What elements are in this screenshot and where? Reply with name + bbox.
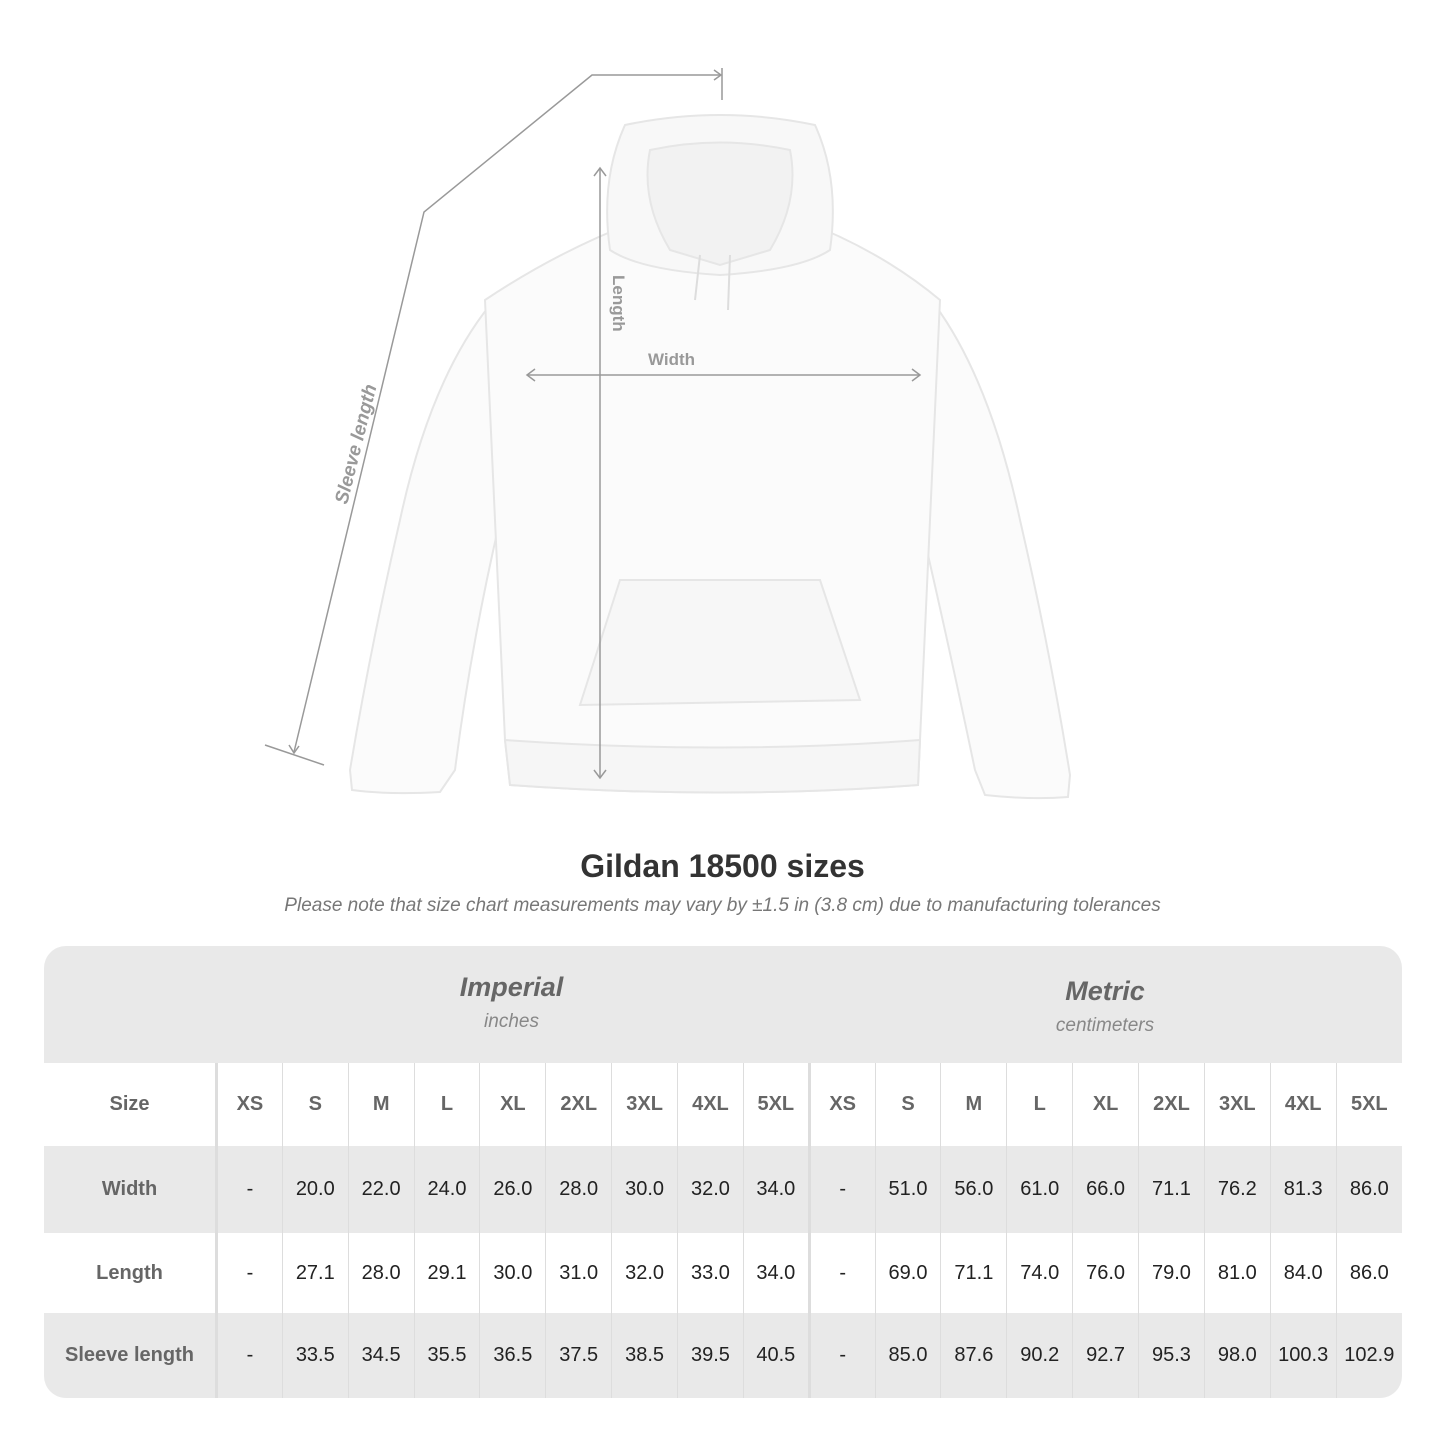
imperial-size-header: 5XL <box>742 1063 810 1146</box>
metric-value-cell: 74.0 <box>1006 1233 1073 1313</box>
imperial-value-cell: 20.0 <box>281 1146 349 1233</box>
metric-size-header: S <box>874 1063 941 1146</box>
metric-value-cell: 71.1 <box>1138 1146 1205 1233</box>
metric-value-cell: 71.1 <box>940 1233 1007 1313</box>
imperial-value-cell: 29.1 <box>413 1233 480 1313</box>
metric-value-cell: - <box>807 1233 876 1313</box>
imperial-size-header: M <box>347 1063 415 1146</box>
imperial-value-cell: 33.5 <box>281 1313 349 1398</box>
tolerance-note: Please note that size chart measurements… <box>284 895 1161 916</box>
size-header-label: Size <box>44 1063 217 1146</box>
page-title: Gildan 18500 sizes <box>580 848 865 884</box>
imperial-value-cell: 36.5 <box>479 1313 546 1398</box>
table-row: Length -27.1 28.0 29.1 30.0 31.0 32.0 33.0 34.0-… <box>44 1233 1402 1313</box>
metric-value-cell: 79.0 <box>1138 1233 1205 1313</box>
metric-value-cell: 84.0 <box>1269 1233 1337 1313</box>
size-grid: Size XS S M L XL 2XL 3XL 4XL 5XL XS S M L XL 2XL 3XL 4XL 5… <box>44 1063 1402 1398</box>
imperial-value-cell: 32.0 <box>677 1146 744 1233</box>
row-label: Width <box>44 1146 217 1233</box>
metric-value-cell: 98.0 <box>1203 1313 1271 1398</box>
size-table: Imperial inches Metric centimeters Size X… <box>44 946 1402 1398</box>
imperial-value-cell: 22.0 <box>347 1146 415 1233</box>
table-row: Width -20.0 22.0 24.0 26.0 28.0 30.0 32.0 34.0-5… <box>44 1146 1402 1233</box>
imperial-unit: inches <box>484 1011 539 1032</box>
imperial-size-header: XL <box>479 1063 546 1146</box>
metric-value-cell: 81.0 <box>1203 1233 1271 1313</box>
metric-value-cell: 76.2 <box>1203 1146 1271 1233</box>
metric-value-cell: - <box>807 1313 876 1398</box>
imperial-size-header: S <box>281 1063 349 1146</box>
imperial-value-cell: 30.0 <box>611 1146 678 1233</box>
metric-value-cell: 51.0 <box>874 1146 941 1233</box>
imperial-value-cell: 39.5 <box>677 1313 744 1398</box>
imperial-title: Imperial <box>459 972 564 1002</box>
imperial-size-header: 3XL <box>611 1063 678 1146</box>
width-label: Width <box>648 350 695 369</box>
sleeve-length-label: Sleeve length <box>331 382 381 506</box>
imperial-value-cell: 31.0 <box>545 1233 612 1313</box>
row-label: Sleeve length <box>44 1313 217 1398</box>
length-label: Length <box>609 275 628 332</box>
imperial-value-cell: 30.0 <box>479 1233 546 1313</box>
imperial-value-cell: 28.0 <box>545 1146 612 1233</box>
metric-size-header: XS <box>807 1063 876 1146</box>
hoodie-measurement-diagram: Sleeve length Length Width <box>264 68 1072 800</box>
imperial-value-cell: 24.0 <box>413 1146 480 1233</box>
metric-value-cell: 81.3 <box>1269 1146 1337 1233</box>
size-header-row: Size XS S M L XL 2XL 3XL 4XL 5XL XS S M L XL 2XL 3XL 4XL 5… <box>44 1063 1402 1146</box>
imperial-size-header: 4XL <box>677 1063 744 1146</box>
metric-value-cell: 87.6 <box>940 1313 1007 1398</box>
imperial-value-cell: 40.5 <box>742 1313 810 1398</box>
metric-header: Metric centimeters <box>808 946 1402 1063</box>
metric-value-cell: 56.0 <box>940 1146 1007 1233</box>
imperial-value-cell: 34.0 <box>742 1233 810 1313</box>
imperial-value-cell: 26.0 <box>479 1146 546 1233</box>
metric-value-cell: 76.0 <box>1072 1233 1139 1313</box>
metric-value-cell: 69.0 <box>874 1233 941 1313</box>
metric-size-header: L <box>1006 1063 1073 1146</box>
metric-value-cell: 85.0 <box>874 1313 941 1398</box>
metric-value-cell: 92.7 <box>1072 1313 1139 1398</box>
imperial-value-cell: - <box>215 1146 283 1233</box>
imperial-value-cell: 28.0 <box>347 1233 415 1313</box>
imperial-size-header: L <box>413 1063 480 1146</box>
imperial-value-cell: 35.5 <box>413 1313 480 1398</box>
imperial-header: Imperial inches <box>215 946 808 1063</box>
metric-value-cell: 100.3 <box>1269 1313 1337 1398</box>
metric-value-cell: 102.9 <box>1335 1313 1402 1398</box>
metric-size-header: 4XL <box>1269 1063 1337 1146</box>
metric-title: Metric <box>1065 976 1145 1006</box>
metric-size-header: 3XL <box>1203 1063 1271 1146</box>
metric-value-cell: 61.0 <box>1006 1146 1073 1233</box>
unit-header-band <box>44 946 1402 1063</box>
table-row: Sleeve length -33.5 34.5 35.5 36.5 37.5 38.5 39… <box>44 1313 1402 1398</box>
metric-value-cell: 95.3 <box>1138 1313 1205 1398</box>
imperial-value-cell: 33.0 <box>677 1233 744 1313</box>
imperial-value-cell: 38.5 <box>611 1313 678 1398</box>
metric-value-cell: 86.0 <box>1335 1233 1402 1313</box>
imperial-value-cell: 34.0 <box>742 1146 810 1233</box>
metric-value-cell: 86.0 <box>1335 1146 1402 1233</box>
metric-size-header: XL <box>1072 1063 1139 1146</box>
metric-value-cell: 90.2 <box>1006 1313 1073 1398</box>
imperial-value-cell: - <box>215 1313 283 1398</box>
metric-size-header: 2XL <box>1138 1063 1205 1146</box>
imperial-value-cell: 27.1 <box>281 1233 349 1313</box>
measurement-lines <box>264 68 922 780</box>
imperial-value-cell: 32.0 <box>611 1233 678 1313</box>
imperial-value-cell: 37.5 <box>545 1313 612 1398</box>
imperial-value-cell: - <box>215 1233 283 1313</box>
metric-unit: centimeters <box>1055 1015 1155 1036</box>
metric-value-cell: - <box>807 1146 876 1233</box>
imperial-size-header: XS <box>215 1063 283 1146</box>
metric-size-header: 5XL <box>1335 1063 1402 1146</box>
metric-value-cell: 66.0 <box>1072 1146 1139 1233</box>
row-label: Length <box>44 1233 217 1313</box>
metric-size-header: M <box>940 1063 1007 1146</box>
hoodie-image <box>348 114 1072 800</box>
imperial-value-cell: 34.5 <box>347 1313 415 1398</box>
imperial-size-header: 2XL <box>545 1063 612 1146</box>
